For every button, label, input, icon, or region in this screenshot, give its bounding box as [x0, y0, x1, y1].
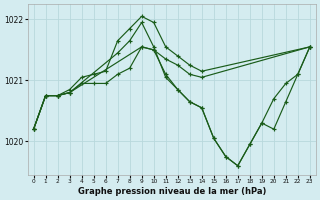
- X-axis label: Graphe pression niveau de la mer (hPa): Graphe pression niveau de la mer (hPa): [77, 187, 266, 196]
